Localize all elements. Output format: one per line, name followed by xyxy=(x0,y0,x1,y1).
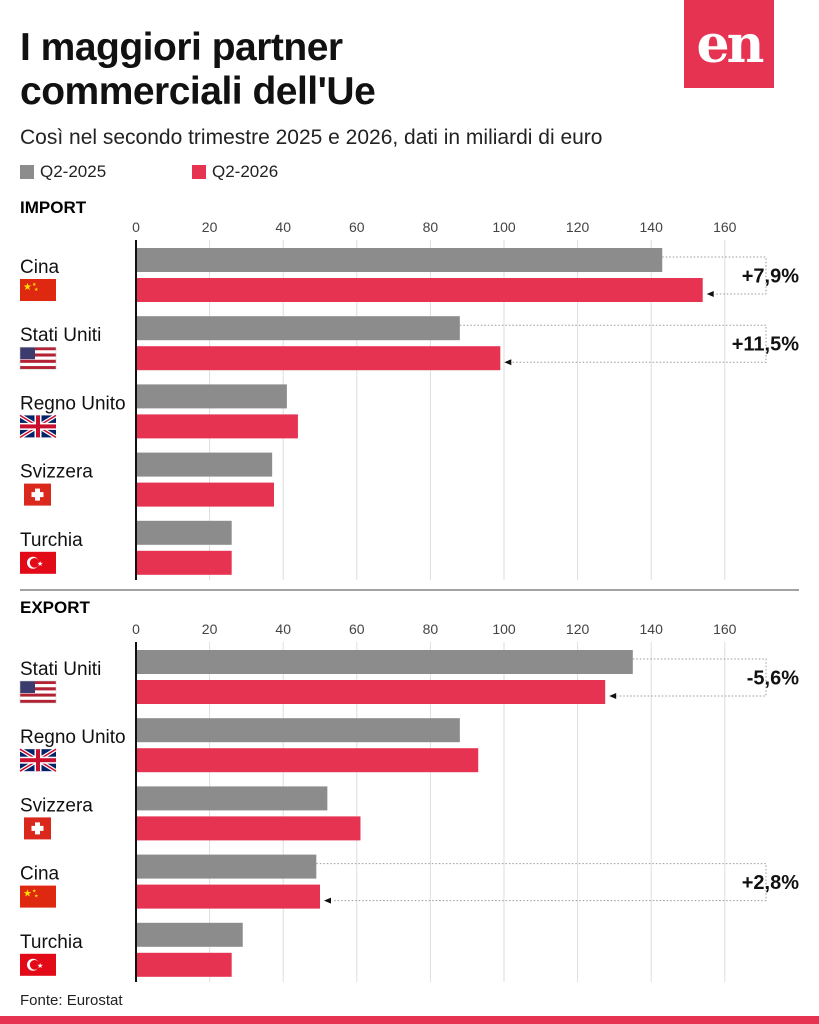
export-tick-label: 60 xyxy=(349,621,365,637)
import-bar-q2-2025 xyxy=(136,384,287,409)
legend-label-q2-2025: Q2-2025 xyxy=(40,162,107,181)
export-bar-q2-2026 xyxy=(136,884,320,909)
import-annotation-label: +11,5% xyxy=(732,334,800,356)
import-bar-q2-2026 xyxy=(136,550,232,575)
export-bar-q2-2026 xyxy=(136,748,479,773)
export-panel: EXPORT 0 20 40 60 80 100 120 140 160 Stati Uniti Re… xyxy=(18,598,799,982)
import-category-label: Turchia xyxy=(20,530,83,551)
export-annotation-label: -5,6% xyxy=(747,668,799,690)
export-tick-label: 120 xyxy=(566,621,590,637)
svg-text:★: ★ xyxy=(37,962,43,970)
switzerland-flag-icon xyxy=(24,817,51,840)
export-bar-q2-2026 xyxy=(136,952,232,977)
import-bar-q2-2025 xyxy=(136,248,663,272)
svg-text:★: ★ xyxy=(23,889,32,900)
import-bar-q2-2025 xyxy=(136,520,232,545)
export-tick-label: 0 xyxy=(132,621,140,637)
export-tick-label: 80 xyxy=(423,621,439,637)
uk-flag-icon xyxy=(18,413,58,440)
export-annotation-arrow xyxy=(324,897,331,904)
chart-subtitle: Così nel secondo trimestre 2025 e 2026, … xyxy=(20,126,603,149)
export-annotation-label: +2,8% xyxy=(742,872,799,894)
uk-flag-icon xyxy=(18,747,58,773)
legend-swatch-q2-2025 xyxy=(20,165,34,179)
import-tick-label: 140 xyxy=(640,219,664,235)
export-category-label: Cina xyxy=(20,864,60,885)
export-tick-label: 160 xyxy=(713,621,737,637)
import-tick-label: 40 xyxy=(275,219,291,235)
export-bar-q2-2025 xyxy=(136,786,328,811)
export-bar-q2-2025 xyxy=(136,718,460,743)
import-tick-label: 80 xyxy=(423,219,439,235)
import-bar-q2-2026 xyxy=(136,414,298,439)
export-category-label: Svizzera xyxy=(20,795,93,816)
import-annotation-arrow xyxy=(504,359,512,366)
export-tick-label: 140 xyxy=(640,621,664,637)
export-category-label: Regno Unito xyxy=(20,727,126,748)
turkey-flag-icon: ★ xyxy=(20,953,56,976)
import-category-label: Cina xyxy=(20,257,60,278)
import-bar-q2-2025 xyxy=(136,452,273,477)
import-category-label: Svizzera xyxy=(20,462,93,483)
title-line-2: commerciali dell'Ue xyxy=(20,70,376,113)
legend-item-q2-2026: Q2-2026 xyxy=(192,162,278,182)
import-tick-label: 20 xyxy=(202,219,218,235)
svg-text:★: ★ xyxy=(32,889,37,895)
import-bar-q2-2026 xyxy=(136,278,703,302)
export-bar-q2-2025 xyxy=(136,650,633,674)
switzerland-flag-icon xyxy=(24,483,51,506)
legend-item-q2-2025: Q2-2025 xyxy=(20,162,106,182)
chart-title: I maggiori partner commerciali dell'Ue xyxy=(20,26,660,114)
brand-logo: en xyxy=(684,0,774,88)
svg-text:★: ★ xyxy=(32,282,37,288)
import-annotation-label: +7,9% xyxy=(742,266,799,288)
export-bar-q2-2025 xyxy=(136,854,317,879)
import-annotation-arrow xyxy=(706,291,714,297)
export-bar-q2-2026 xyxy=(136,816,361,841)
import-bar-q2-2026 xyxy=(136,346,501,371)
import-category-label: Stati Uniti xyxy=(20,325,101,346)
import-bar-q2-2025 xyxy=(136,316,460,341)
export-bar-q2-2026 xyxy=(136,680,606,704)
turkey-flag-icon: ★ xyxy=(20,551,56,574)
svg-text:★: ★ xyxy=(34,287,39,293)
import-tick-label: 0 xyxy=(132,219,140,235)
export-tick-label: 100 xyxy=(492,621,516,637)
usa-flag-icon xyxy=(19,346,57,370)
legend-label-q2-2026: Q2-2026 xyxy=(212,162,279,181)
export-category-label: Stati Uniti xyxy=(20,659,101,680)
import-section-title: IMPORT xyxy=(20,198,87,217)
export-annotation-arrow xyxy=(609,693,617,699)
export-category-label: Turchia xyxy=(20,932,83,953)
usa-flag-icon xyxy=(19,680,57,704)
footer-bar xyxy=(0,1016,819,1024)
import-category-label: Regno Unito xyxy=(20,393,126,414)
svg-text:★: ★ xyxy=(23,282,32,293)
svg-text:★: ★ xyxy=(34,894,39,900)
export-annotation-bracket xyxy=(617,658,767,697)
import-tick-label: 60 xyxy=(349,219,365,235)
import-bar-q2-2026 xyxy=(136,482,274,507)
legend-swatch-q2-2026 xyxy=(192,165,206,179)
china-flag-icon: ★ ★★ xyxy=(20,279,56,301)
source-note: Fonte: Eurostat xyxy=(20,992,123,1009)
svg-text:★: ★ xyxy=(37,560,43,568)
import-tick-label: 100 xyxy=(492,219,516,235)
export-bar-q2-2025 xyxy=(136,922,243,947)
import-tick-label: 160 xyxy=(713,219,737,235)
import-annotation-bracket xyxy=(459,324,767,363)
export-tick-label: 40 xyxy=(275,621,291,637)
export-section-title: EXPORT xyxy=(20,598,91,617)
title-line-1: I maggiori partner xyxy=(20,26,343,69)
china-flag-icon: ★ ★★ xyxy=(20,885,56,908)
export-annotation-bracket xyxy=(316,863,767,902)
export-tick-label: 20 xyxy=(202,621,218,637)
import-tick-label: 120 xyxy=(566,219,590,235)
